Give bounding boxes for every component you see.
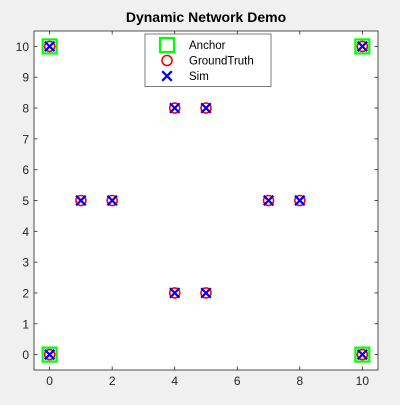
x-tick-label: 2 xyxy=(109,374,116,388)
y-tick-label: 3 xyxy=(22,256,29,270)
y-tick-label: 1 xyxy=(22,317,29,331)
x-tick-label: 4 xyxy=(171,374,178,388)
x-tick-label: 10 xyxy=(356,374,370,388)
y-tick-label: 9 xyxy=(22,71,29,85)
legend-sim-label: Sim xyxy=(189,71,209,83)
y-tick-label: 5 xyxy=(22,194,29,208)
y-tick-label: 4 xyxy=(22,225,29,239)
x-tick-label: 8 xyxy=(296,374,303,388)
chart-title: Dynamic Network Demo xyxy=(126,9,286,25)
y-tick-label: 8 xyxy=(22,102,29,116)
y-tick-label: 6 xyxy=(22,163,29,177)
legend: Anchor GroundTruth Sim xyxy=(145,34,271,87)
y-tick-label: 10 xyxy=(16,40,30,54)
legend-groundtruth-label: GroundTruth xyxy=(189,56,254,68)
y-tick-label: 2 xyxy=(22,286,29,300)
legend-anchor-label: Anchor xyxy=(189,40,226,52)
y-tick-label: 7 xyxy=(22,132,29,146)
x-tick-label: 0 xyxy=(46,374,53,388)
x-tick-label: 6 xyxy=(234,374,241,388)
y-tick-label: 0 xyxy=(22,348,29,362)
